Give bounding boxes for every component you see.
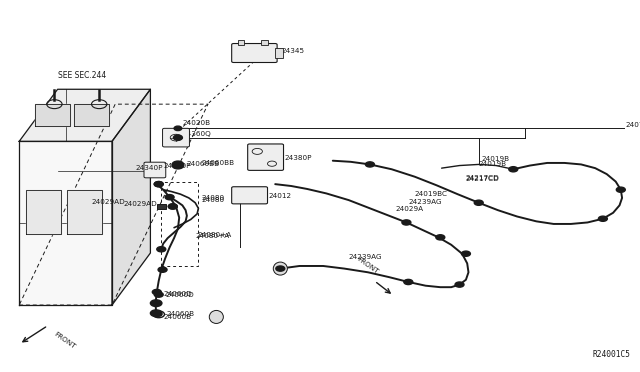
Text: 24217CD: 24217CD — [466, 176, 500, 182]
Text: 24080: 24080 — [202, 195, 225, 201]
Polygon shape — [35, 104, 70, 126]
Text: 24060BB: 24060BB — [202, 160, 235, 166]
Text: FRONT: FRONT — [355, 256, 379, 275]
Text: 24360Q: 24360Q — [182, 131, 211, 137]
Polygon shape — [19, 141, 112, 305]
Text: 24340P: 24340P — [163, 163, 191, 169]
Circle shape — [455, 282, 464, 287]
Circle shape — [157, 247, 166, 252]
Text: FRONT: FRONT — [52, 331, 76, 350]
Polygon shape — [112, 89, 150, 305]
Circle shape — [365, 162, 374, 167]
Text: 24080+A: 24080+A — [197, 232, 232, 238]
Bar — [275, 48, 283, 58]
Circle shape — [461, 251, 470, 256]
Circle shape — [509, 167, 518, 172]
Text: 24019B: 24019B — [481, 156, 509, 162]
Ellipse shape — [209, 310, 223, 324]
Polygon shape — [19, 89, 150, 141]
Text: 24345: 24345 — [282, 48, 305, 54]
Circle shape — [174, 126, 182, 131]
Circle shape — [436, 235, 445, 240]
FancyBboxPatch shape — [163, 128, 189, 147]
FancyBboxPatch shape — [144, 162, 166, 178]
Ellipse shape — [273, 262, 287, 275]
Bar — [238, 40, 244, 45]
Circle shape — [150, 310, 162, 317]
Polygon shape — [74, 104, 109, 126]
Text: 24019BC: 24019BC — [415, 191, 448, 197]
Circle shape — [402, 220, 411, 225]
Circle shape — [474, 200, 483, 205]
Circle shape — [156, 312, 162, 316]
Circle shape — [404, 279, 413, 285]
Text: 24012: 24012 — [269, 193, 292, 199]
Text: 24029A: 24029A — [396, 206, 424, 212]
Text: 24239AG: 24239AG — [408, 199, 442, 205]
Text: 24079Q: 24079Q — [625, 122, 640, 128]
Text: 24239AG: 24239AG — [349, 254, 383, 260]
Text: 24060B: 24060B — [163, 314, 191, 320]
Text: 24060BB: 24060BB — [187, 161, 220, 167]
Text: 24340P: 24340P — [136, 165, 163, 171]
Circle shape — [598, 216, 607, 221]
Circle shape — [158, 267, 167, 272]
Circle shape — [276, 266, 285, 271]
Text: 24029AD: 24029AD — [91, 199, 125, 205]
FancyBboxPatch shape — [232, 44, 277, 62]
Circle shape — [173, 135, 182, 140]
Text: 24080+A: 24080+A — [195, 233, 230, 239]
Circle shape — [152, 289, 161, 295]
Circle shape — [150, 300, 162, 307]
Circle shape — [152, 311, 161, 316]
Text: R24001C5: R24001C5 — [593, 350, 630, 359]
Circle shape — [172, 162, 184, 169]
Circle shape — [154, 182, 163, 187]
Text: 24217CD: 24217CD — [466, 176, 500, 182]
Circle shape — [168, 204, 177, 209]
Circle shape — [154, 182, 163, 187]
Circle shape — [172, 161, 184, 168]
Circle shape — [165, 195, 174, 200]
Text: 24029AD: 24029AD — [123, 201, 157, 207]
FancyBboxPatch shape — [232, 187, 268, 204]
Bar — [261, 40, 268, 45]
Text: 24080: 24080 — [202, 197, 225, 203]
Text: 24060B: 24060B — [166, 311, 195, 317]
Polygon shape — [26, 190, 61, 234]
Circle shape — [168, 204, 177, 209]
Bar — [157, 204, 166, 209]
Text: SEE SEC.244: SEE SEC.244 — [58, 71, 106, 80]
Text: 24020B: 24020B — [182, 121, 211, 126]
Text: 24380P: 24380P — [285, 155, 312, 161]
Circle shape — [154, 292, 163, 297]
FancyBboxPatch shape — [248, 144, 284, 170]
Text: 24060D: 24060D — [163, 291, 192, 297]
Text: 24019B: 24019B — [479, 161, 507, 167]
Text: 24060D: 24060D — [165, 292, 194, 298]
Polygon shape — [67, 190, 102, 234]
Circle shape — [616, 187, 625, 192]
